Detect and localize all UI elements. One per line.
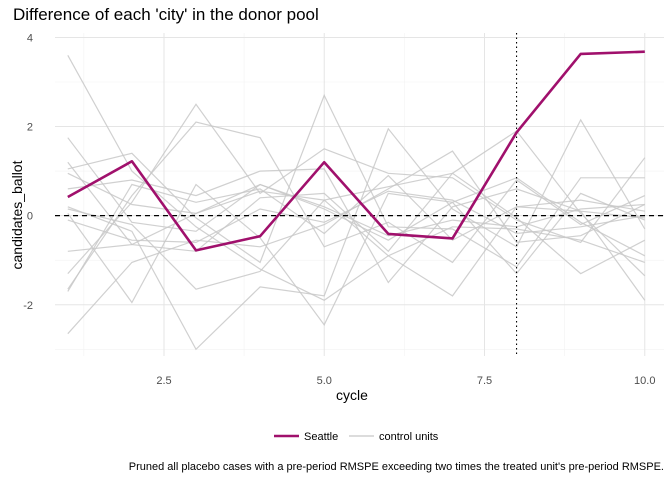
x-tick-label: 5.0 — [317, 375, 332, 387]
control-unit-line-15 — [67, 199, 645, 290]
chart-caption: Pruned all placebo cases with a pre-peri… — [129, 461, 664, 473]
control-lines — [67, 55, 646, 351]
seattle-line — [67, 50, 645, 252]
control-unit-line-8 — [67, 118, 646, 351]
control-unit-line-7 — [67, 103, 646, 275]
control-unit-line-14 — [67, 168, 645, 284]
control-unit-line-1 — [67, 55, 646, 301]
y-axis-title: candidates_ballot — [9, 160, 25, 269]
legend: Seattle control units — [274, 431, 439, 443]
reference-lines — [55, 33, 664, 356]
treated-line — [67, 50, 645, 252]
legend-label-seattle: Seattle — [304, 431, 338, 443]
control-unit-line-4 — [67, 174, 645, 292]
x-tick-label: 10.0 — [634, 375, 655, 387]
grid-minor — [55, 33, 664, 356]
x-tick-label: 2.5 — [156, 375, 171, 387]
x-axis-title: cycle — [336, 387, 368, 403]
y-tick-label: 4 — [27, 32, 33, 44]
y-tick-label: -2 — [23, 300, 33, 312]
control-unit-line-3 — [67, 161, 646, 275]
x-tick-label: 7.5 — [477, 375, 492, 387]
control-unit-line-13 — [67, 190, 645, 244]
control-unit-line-9 — [67, 183, 646, 326]
control-unit-line-5 — [67, 150, 646, 335]
grid-major — [55, 33, 664, 356]
control-unit-line-11 — [67, 121, 646, 290]
y-axis-ticks: -2 0 2 4 — [23, 32, 33, 311]
x-axis-ticks: 2.5 5.0 7.5 10.0 — [156, 375, 655, 387]
control-unit-line-6 — [67, 130, 646, 277]
chart-title: Difference of each 'city' in the donor p… — [13, 5, 319, 24]
control-unit-line-10 — [67, 93, 645, 268]
y-tick-label: 2 — [27, 122, 33, 134]
legend-label-control: control units — [379, 431, 439, 443]
y-tick-label: 0 — [27, 211, 33, 223]
control-unit-line-12 — [67, 172, 645, 237]
